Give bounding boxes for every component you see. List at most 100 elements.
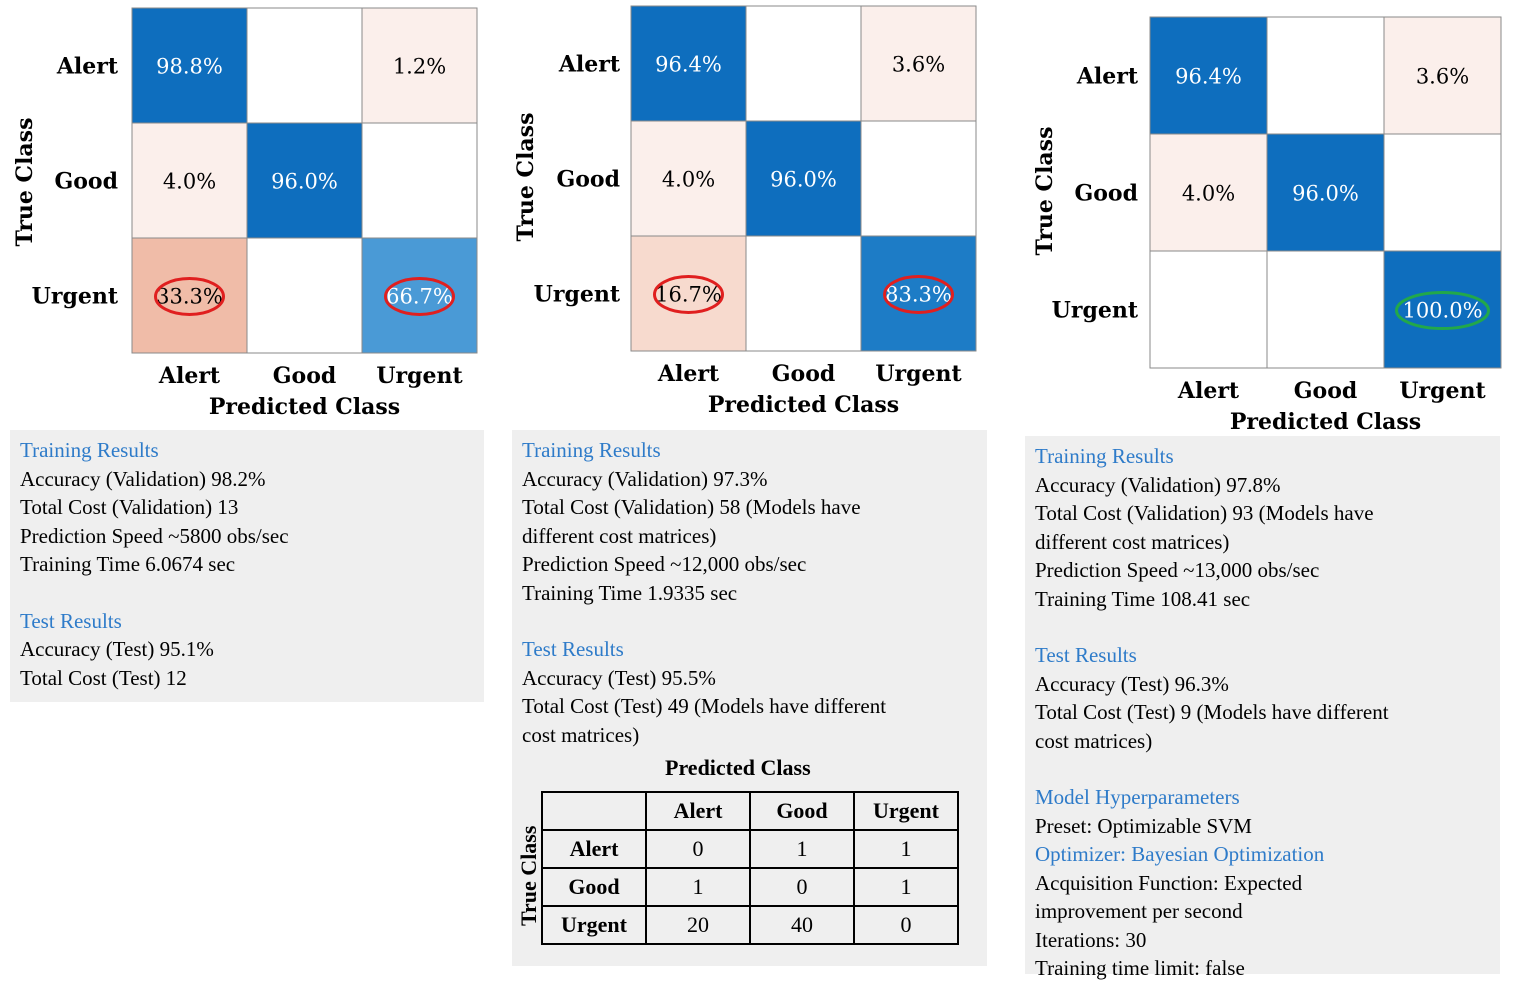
hyperparameters-heading: Model Hyperparameters bbox=[1035, 785, 1240, 809]
cm-cell bbox=[1149, 250, 1268, 369]
test-line: Total Cost (Test) 12 bbox=[20, 665, 187, 690]
results-box-1: Training Results Accuracy (Validation) 9… bbox=[10, 430, 484, 702]
cost-cell: 0 bbox=[749, 867, 855, 907]
test-line: Accuracy (Test) 95.1% bbox=[20, 637, 214, 661]
cost-cell: 1 bbox=[645, 867, 751, 907]
cm-cell bbox=[630, 235, 747, 352]
cost-cell: 40 bbox=[749, 905, 855, 945]
cm-cell-value: 96.4% bbox=[1175, 65, 1242, 89]
training-line: Training Time 6.0674 sec bbox=[20, 552, 236, 576]
cm-cell-value: 33.3% bbox=[156, 285, 223, 309]
test-line: cost matrices) bbox=[1035, 728, 1153, 753]
cm-cell-value: 1.2% bbox=[393, 55, 446, 79]
cost-cell: 0 bbox=[645, 829, 751, 869]
cm-col-label: Alert bbox=[1177, 378, 1240, 404]
cm-col-label: Urgent bbox=[875, 361, 962, 387]
cm-cell bbox=[745, 5, 862, 122]
confusion-matrix-3: 96.4% 3.6% 4.0% 96.0% 100.0% Alert Good Urgent A… bbox=[1032, 16, 1502, 435]
cm-row-label: Urgent bbox=[534, 282, 621, 308]
spacer bbox=[522, 607, 977, 635]
confusion-matrix-1-panel: 98.8% 1.2% 4.0% 96.0% 33.3% 66.7% Alert Good Urg… bbox=[0, 0, 500, 425]
cost-row: Alert 0 1 1 bbox=[541, 829, 959, 869]
cm-cell bbox=[630, 5, 747, 122]
cm-cell bbox=[246, 122, 363, 239]
cost-row-header: Urgent bbox=[541, 905, 647, 945]
cm-ylabel: True Class bbox=[513, 113, 539, 242]
highlight-ellipse bbox=[154, 277, 225, 316]
cm-cell bbox=[361, 7, 478, 124]
hyperparameter-line: Iterations: 30 bbox=[1035, 927, 1147, 952]
test-line: Total Cost (Test) 49 (Models have differ… bbox=[522, 694, 887, 718]
cm-cell bbox=[860, 120, 977, 237]
cm-cell-value: 4.0% bbox=[662, 168, 715, 192]
cm-cell bbox=[246, 7, 363, 124]
training-line: Prediction Speed ~12,000 obs/sec bbox=[522, 552, 807, 576]
cm-cell bbox=[1383, 133, 1502, 252]
cm-row-label: Good bbox=[556, 167, 620, 193]
cm-cell bbox=[860, 5, 977, 122]
cm-cell bbox=[1383, 16, 1502, 135]
cost-header-row: Alert Good Urgent bbox=[541, 791, 959, 831]
cm-row-label: Good bbox=[1074, 181, 1138, 207]
cm-cell bbox=[361, 237, 478, 354]
cm-cell bbox=[745, 235, 862, 352]
spacer bbox=[1035, 755, 1490, 783]
cm-col-label: Urgent bbox=[376, 363, 463, 389]
cost-col-header: Urgent bbox=[853, 791, 959, 831]
test-results-heading: Test Results bbox=[20, 608, 122, 633]
training-line: Accuracy (Validation) 98.2% bbox=[20, 466, 266, 491]
cost-corner-cell bbox=[541, 791, 647, 831]
training-results-heading: Training Results bbox=[20, 438, 159, 462]
cm-cell-value: 66.7% bbox=[386, 285, 453, 309]
test-line: Accuracy (Test) 96.3% bbox=[1035, 671, 1229, 696]
results-box-3: Training Results Accuracy (Validation) 9… bbox=[1025, 436, 1500, 980]
cm-cell-value: 3.6% bbox=[892, 53, 945, 77]
cm-row-label: Alert bbox=[1076, 64, 1139, 90]
highlight-ellipse bbox=[883, 275, 954, 314]
cm-col-label: Alert bbox=[657, 361, 720, 387]
cost-cell: 1 bbox=[749, 829, 855, 869]
cost-matrix-table: Alert Good Urgent Alert 0 1 1 Good 1 0 1… bbox=[541, 791, 959, 945]
hyperparameter-line: Preset: Optimizable SVM bbox=[1035, 813, 1252, 838]
training-results-heading: Training Results bbox=[1035, 444, 1174, 468]
cm-cell bbox=[361, 122, 478, 239]
training-line: different cost matrices) bbox=[1035, 529, 1230, 554]
cm-cell-value: 100.0% bbox=[1402, 299, 1482, 323]
hyperparameter-line: Training time limit: false bbox=[1035, 956, 1245, 980]
cm-ylabel: True Class bbox=[1032, 127, 1058, 256]
cm-col-label: Good bbox=[1294, 378, 1358, 404]
training-line: Total Cost (Validation) 93 (Models have bbox=[1035, 501, 1374, 525]
cm-cell-value: 3.6% bbox=[1416, 65, 1469, 89]
test-line: Accuracy (Test) 95.5% bbox=[522, 665, 716, 690]
cm-col-label: Good bbox=[273, 363, 337, 389]
cm-cell-value: 96.0% bbox=[770, 168, 837, 192]
optimizer-heading: Optimizer: Bayesian Optimization bbox=[1035, 842, 1325, 866]
confusion-matrix-2: 96.4% 3.6% 4.0% 96.0% 16.7% 83.3% Alert Good Urg… bbox=[513, 5, 977, 418]
cm-cell bbox=[131, 7, 248, 124]
training-line: Total Cost (Validation) 13 bbox=[20, 495, 239, 519]
cm-xlabel: Predicted Class bbox=[209, 394, 400, 420]
cm-cell bbox=[1266, 250, 1385, 369]
cm-cell bbox=[246, 237, 363, 354]
cm-row-label: Urgent bbox=[32, 284, 119, 310]
cm-row-label: Alert bbox=[558, 52, 621, 78]
cm-col-label: Good bbox=[772, 361, 836, 387]
test-results-heading: Test Results bbox=[1035, 643, 1137, 667]
training-line: Prediction Speed ~13,000 obs/sec bbox=[1035, 558, 1320, 582]
cm-xlabel: Predicted Class bbox=[1230, 409, 1421, 435]
cm-cell bbox=[860, 235, 977, 352]
cm-cell bbox=[131, 237, 248, 354]
training-line: Accuracy (Validation) 97.3% bbox=[522, 466, 768, 491]
training-line: Training Time 108.41 sec bbox=[1035, 586, 1251, 611]
cm-cell-value: 4.0% bbox=[1182, 182, 1235, 206]
cm-cell bbox=[131, 122, 248, 239]
highlight-ellipse bbox=[653, 275, 724, 314]
cm-cell bbox=[1149, 16, 1268, 135]
cost-matrix-title: Predicted Class bbox=[665, 755, 811, 780]
cm-xlabel: Predicted Class bbox=[708, 392, 899, 418]
cm-cell bbox=[1383, 250, 1502, 369]
cost-cell: 1 bbox=[853, 829, 959, 869]
cost-cell: 0 bbox=[853, 905, 959, 945]
spacer bbox=[20, 579, 474, 607]
cm-col-label: Alert bbox=[158, 363, 221, 389]
